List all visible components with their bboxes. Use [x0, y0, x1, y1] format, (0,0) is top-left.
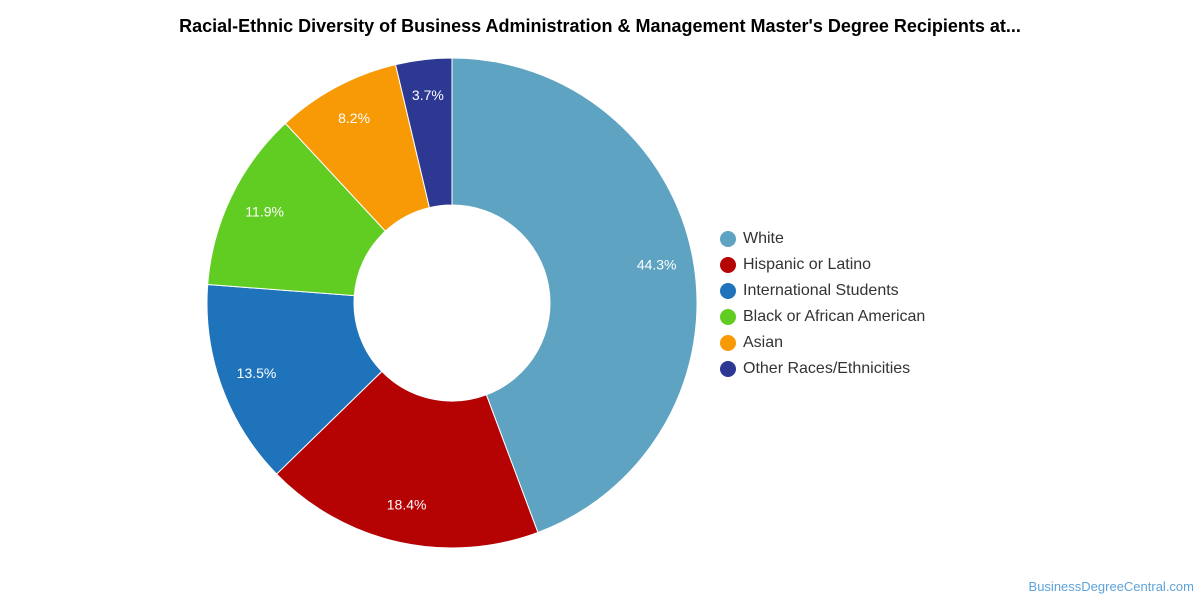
slice-black-or-african-american[interactable]: [207, 122, 387, 297]
legend-label: White: [743, 230, 784, 247]
slice-international-students[interactable]: [206, 284, 383, 475]
credit-link[interactable]: BusinessDegreeCentral.com: [1028, 579, 1194, 594]
slice-other-races-ethnicities[interactable]: [394, 57, 453, 209]
legend-swatch-icon: [720, 231, 736, 247]
legend-item-white[interactable]: White: [720, 226, 1020, 252]
slice-label-hispanic-or-latino: 18.4%: [387, 497, 427, 513]
legend-label: Black or African American: [743, 308, 926, 325]
legend-swatch-icon: [720, 335, 736, 351]
legend-swatch-icon: [720, 283, 736, 299]
legend-item-hispanic-or-latino[interactable]: Hispanic or Latino: [720, 252, 1020, 278]
legend: White Hispanic or Latino International Stu…: [720, 226, 1020, 382]
chart-title: Racial-Ethnic Diversity of Business Admi…: [179, 16, 1021, 36]
slice-label-international-students: 13.5%: [237, 365, 277, 381]
legend-label: Other Races/Ethnicities: [743, 360, 911, 377]
legend-swatch-icon: [720, 309, 736, 325]
legend-label: Hispanic or Latino: [743, 256, 872, 273]
slice-hispanic-or-latino[interactable]: [275, 370, 539, 549]
slice-label-asian: 8.2%: [338, 110, 370, 126]
legend-item-asian[interactable]: Asian: [720, 330, 1020, 356]
slice-label-black-or-african-american: 11.9%: [245, 203, 284, 219]
legend-swatch-icon: [720, 257, 736, 273]
legend-item-black-or-african-american[interactable]: Black or African American: [720, 304, 1020, 330]
legend-swatch-icon: [720, 361, 736, 377]
slice-label-white: 44.3%: [637, 257, 677, 273]
legend-label: Asian: [743, 334, 784, 351]
slice-label-other-races-ethnicities: 3.7%: [412, 87, 444, 103]
legend-item-other-races-ethnicities[interactable]: Other Races/Ethnicities: [720, 356, 1020, 382]
legend-item-international-students[interactable]: International Students: [720, 278, 1020, 304]
slice-white[interactable]: [451, 57, 698, 534]
legend-label: International Students: [743, 282, 899, 299]
